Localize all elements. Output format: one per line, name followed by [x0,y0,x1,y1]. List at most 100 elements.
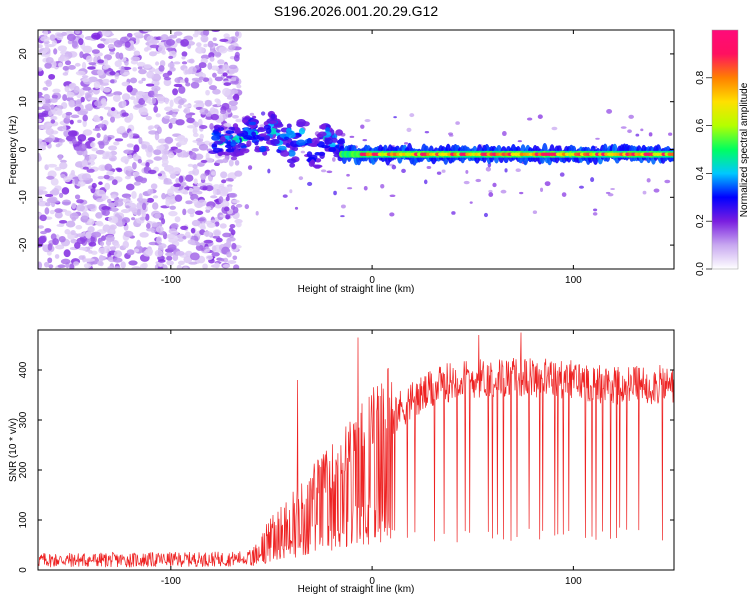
spectrogram-cell [203,43,208,48]
spectrogram-cell [175,177,180,184]
spectrogram-cell [61,31,67,36]
spectrogram-cell [404,142,409,145]
spectrogram-cell [53,48,58,55]
spectrogram-cell [120,261,126,269]
spectrogram-cell [198,76,205,81]
spectrogram-cell [177,260,185,265]
spectrogram-cell [64,210,72,216]
spectrogram-cell [194,79,203,83]
spectrogram-cell [76,204,86,212]
spectrogram-cell [195,242,201,247]
spectrogram-cell [393,116,397,119]
spectrogram-cell [229,105,238,111]
spectrogram-cell [156,145,166,151]
spectrogram-cell [196,42,202,48]
spectrogram-cell [123,230,134,238]
spectrogram-cell [113,114,122,119]
spectrogram-cell [314,158,322,163]
spectrogram-cell [124,175,131,180]
spectrogram-cell [92,128,102,132]
spectrogram-cell [230,156,238,161]
spectrogram-cell [202,30,210,37]
spectrogram-cell [46,175,55,180]
spectrogram-cell [161,192,166,200]
spectrogram-cell [108,202,116,208]
spectrogram-cell [165,39,176,46]
spectrogram-cell [181,56,186,60]
spectrogram-cell [172,88,179,96]
spectrogram-cell [205,206,212,211]
spectrogram-cell [537,114,543,119]
spectrogram-cell [211,252,220,257]
spectrogram-cell [102,224,111,232]
spectrogram-cell [122,132,129,138]
spectrogram-cell [311,137,320,145]
spectrogram-cell [122,240,129,249]
spectrogram-cell [38,112,47,117]
spectrogram-cell [199,125,208,130]
spectrogram-cell [578,185,584,189]
spectrogram-cell [70,238,77,244]
spectrogram-cell [69,263,75,269]
spectrogram-cell [229,223,236,229]
spectrogram-cell [102,87,111,93]
spectrogram-cell [156,236,162,244]
spectrogram-cell [184,231,191,238]
spectrogram-cell [312,164,323,169]
spectrogram-cell [324,137,334,145]
spectrogram-cell [202,263,208,269]
spectrogram-cell [165,111,174,116]
spectrogram-cell [105,239,112,246]
spectrogram-cell [75,70,86,76]
spectrogram-cell [426,166,432,169]
spectrogram-cell [43,98,52,104]
spectrogram-xlabel: Height of straight line (km) [298,284,415,295]
spectrogram-cell [176,264,182,269]
spectrogram-cell [147,188,154,195]
spectrogram-cell [82,129,93,136]
spectrogram-cell [76,233,86,238]
spectrogram-cell [196,199,207,207]
spectrogram-cell [277,145,287,151]
spectrogram-cell [469,201,473,204]
spectrogram-cell [230,140,236,147]
spectrogram-cell [232,93,240,102]
spectrogram-cell [97,123,105,128]
spectrogram-cell [97,43,105,49]
colorbar: 0.0 0.2 0.4 0.6 0.8 Normalized spectral ampl… [695,29,750,276]
spectrogram-cell [58,154,63,161]
snr-panel: -100 0 100 0 100 200 300 400 Height of straight… [8,329,675,595]
snr-xlabel: Height of straight line (km) [298,584,415,595]
spectrogram-cell [180,225,189,230]
spectrogram-cell [121,81,130,87]
spectrogram-cell [223,151,232,156]
spectrogram-cell [117,198,124,202]
spectrogram-cell [60,159,67,163]
spectrogram-cell [126,165,133,171]
spectrogram-cell [559,172,565,177]
spectrogram-cell [113,250,123,258]
spectrogram-cell [157,173,163,177]
spectrogram-cell [45,79,52,87]
spectrogram-cell [220,110,227,115]
spectrogram-cell [184,77,189,84]
spectrogram-cell [193,178,198,185]
spectrogram-cell [74,30,81,35]
spectrogram-cell [87,66,96,70]
spectrogram-cell [51,188,60,196]
spectrogram-cell [69,212,79,220]
spectrogram-cell [164,136,174,144]
spectrogram-cell [217,59,225,65]
spectrogram-cell [146,222,151,229]
spectrogram-cell [183,266,188,269]
spectrogram-cell [132,135,140,139]
spectrogram-cell [544,181,551,187]
spectrogram-cell [228,89,239,94]
spectrogram-cell [635,133,640,137]
spectrogram-cell [87,97,98,101]
spectrogram-cell [87,137,96,142]
spectrogram-cell [126,143,134,148]
spectrogram-cell [214,230,221,237]
